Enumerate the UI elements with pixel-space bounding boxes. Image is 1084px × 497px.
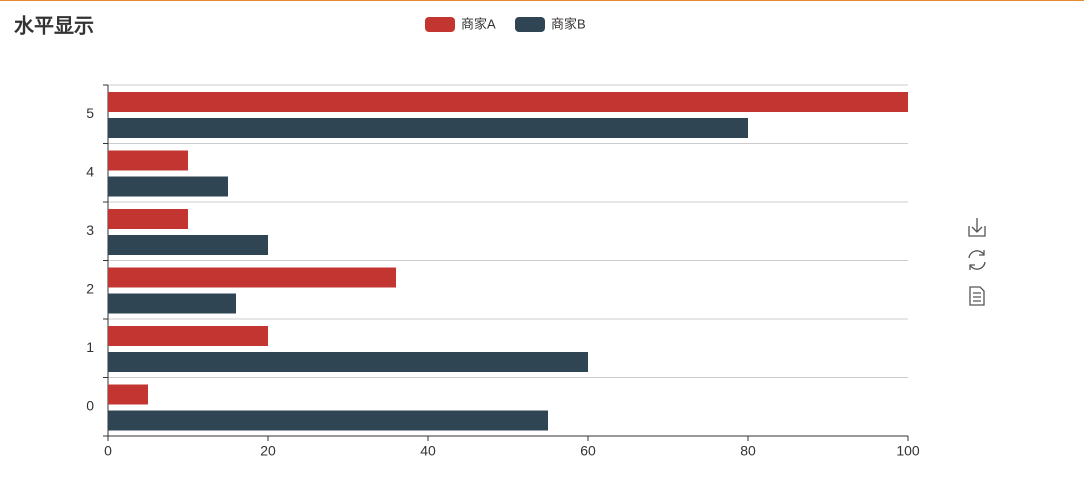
bar — [108, 235, 268, 255]
bar — [108, 326, 268, 346]
x-tick-label: 60 — [580, 443, 596, 459]
legend-swatch[interactable] — [425, 17, 455, 32]
data-view-icon[interactable] — [969, 286, 985, 306]
y-tick-label: 3 — [86, 222, 94, 238]
bar — [108, 176, 228, 197]
y-tick-label: 2 — [86, 280, 94, 296]
x-tick-label: 100 — [896, 443, 920, 459]
y-tick-label: 0 — [86, 397, 94, 413]
y-tick-label: 1 — [86, 339, 94, 355]
legend-swatch[interactable] — [515, 17, 545, 32]
bar — [108, 150, 188, 171]
x-tick-label: 20 — [260, 443, 276, 459]
legend-label[interactable]: 商家A — [461, 16, 496, 31]
toolbox — [968, 218, 986, 306]
y-tick-label: 5 — [86, 105, 94, 121]
legend-label[interactable]: 商家B — [551, 16, 586, 31]
save-icon[interactable] — [968, 218, 986, 237]
bar — [108, 293, 236, 314]
bar — [108, 118, 748, 138]
bar — [108, 352, 588, 372]
bar — [108, 267, 396, 288]
bar — [108, 384, 148, 405]
bar — [108, 92, 908, 112]
x-tick-label: 0 — [104, 443, 112, 459]
x-tick-label: 80 — [740, 443, 756, 459]
chart-title: 水平显示 — [14, 14, 94, 37]
bar — [108, 209, 188, 229]
bar — [108, 410, 548, 431]
y-tick-label: 4 — [86, 163, 94, 179]
restore-icon[interactable] — [968, 250, 986, 270]
x-tick-label: 40 — [420, 443, 436, 459]
